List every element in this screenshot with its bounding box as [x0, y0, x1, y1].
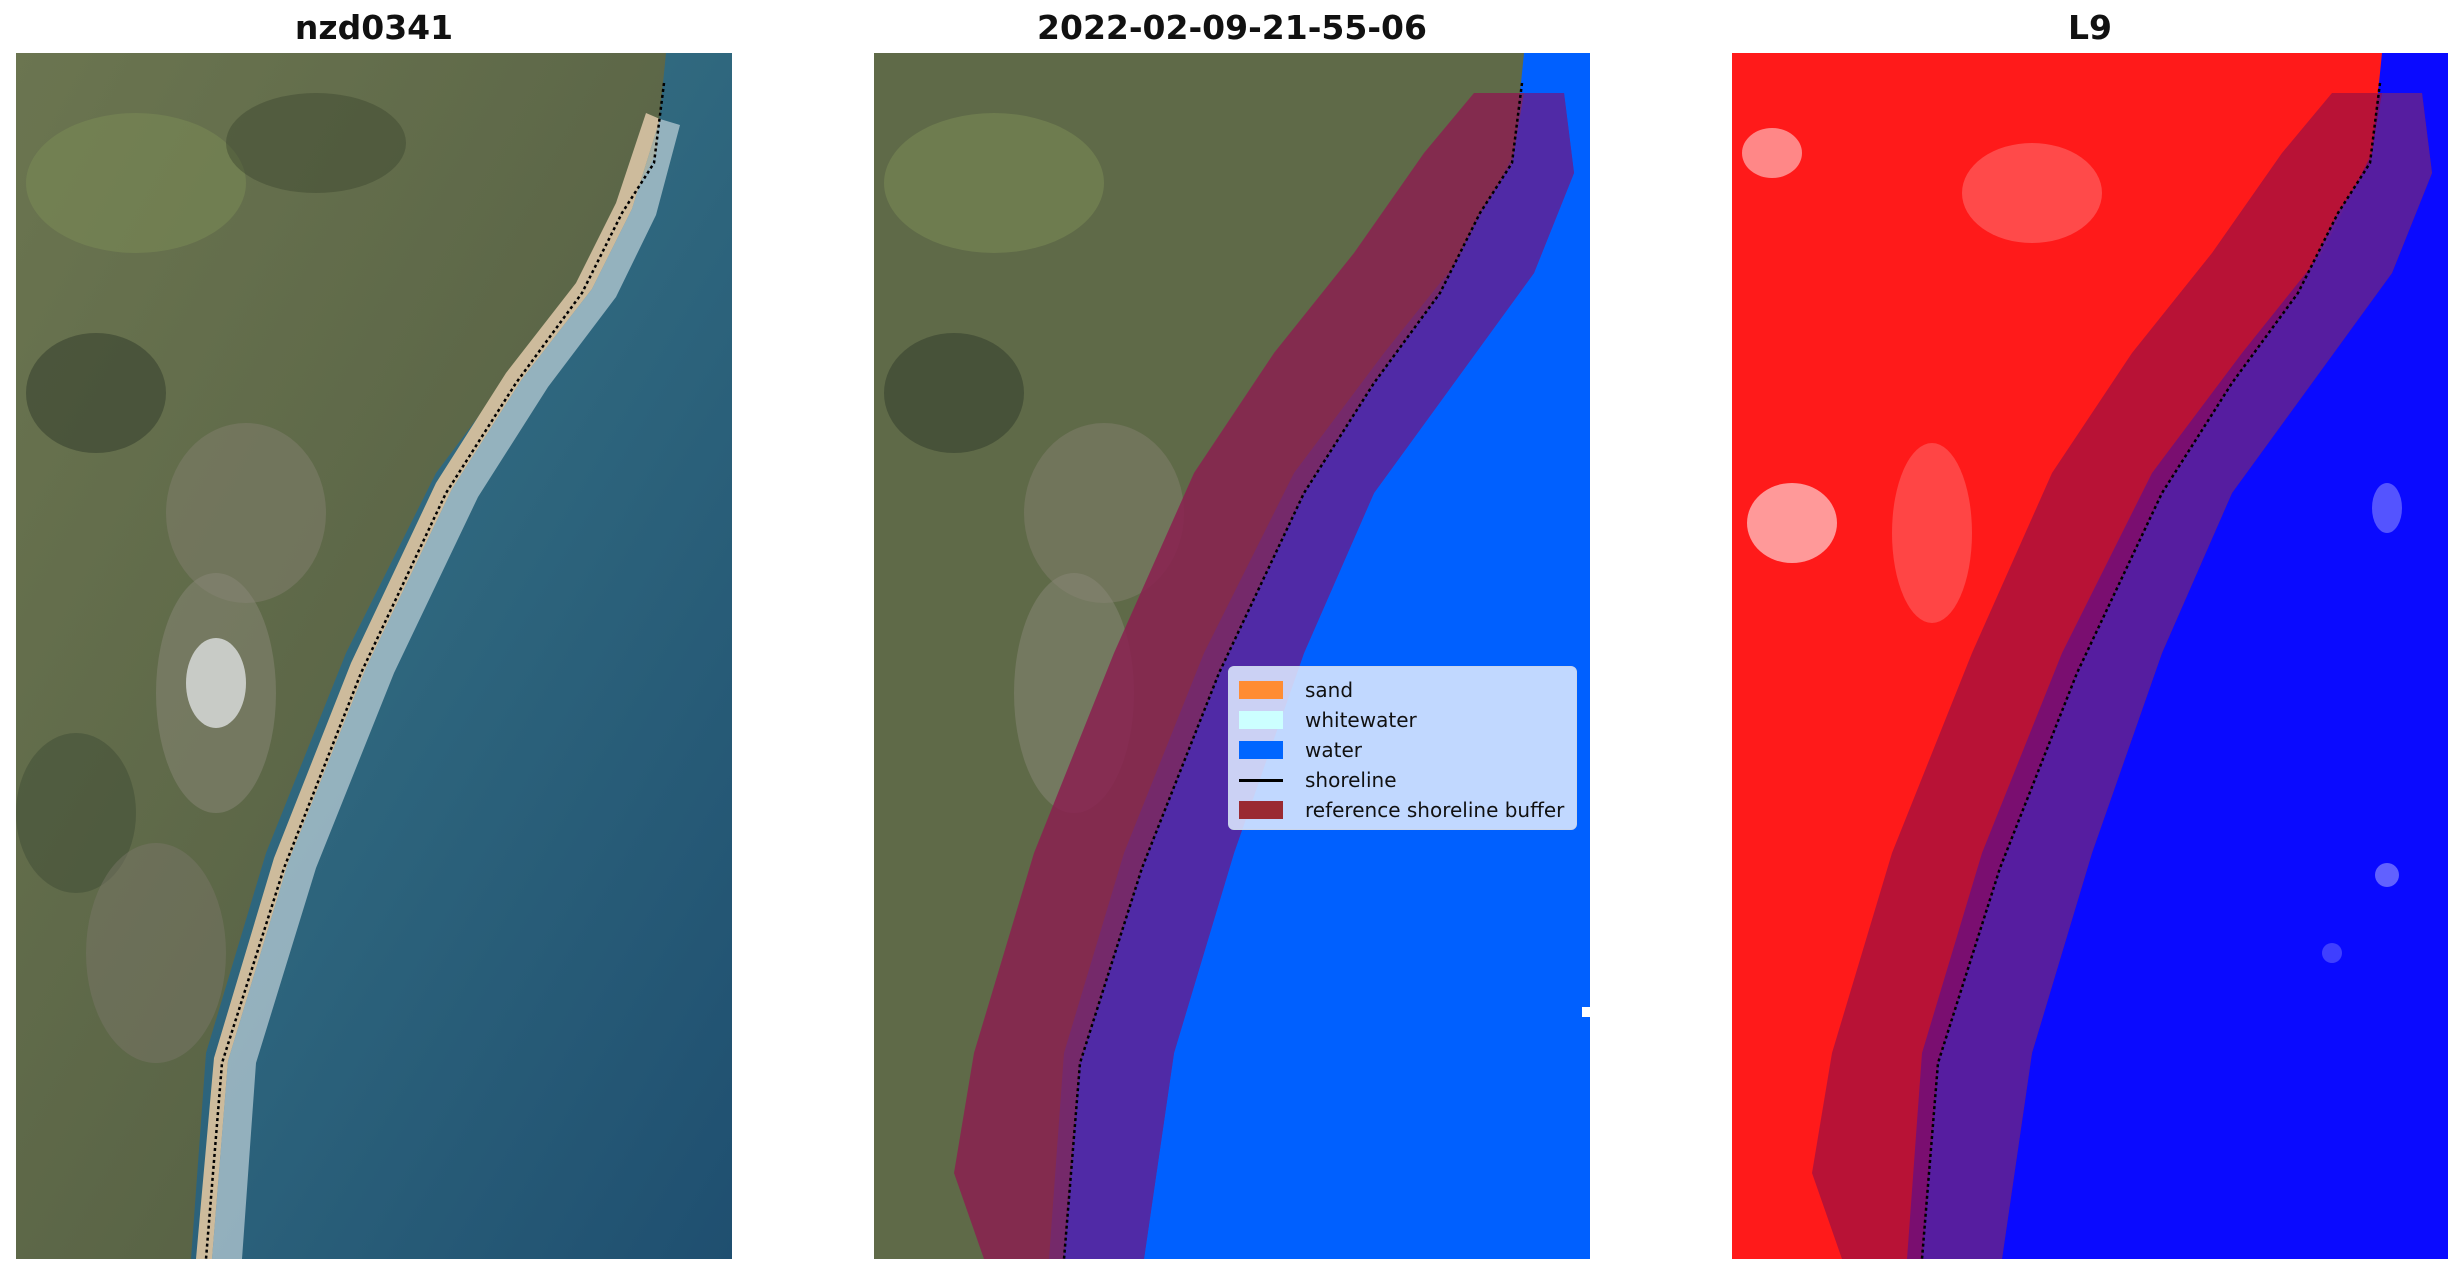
- panel-title-rgb: nzd0341: [294, 8, 454, 47]
- legend: sand whitewater water shoreline referenc…: [1228, 666, 1577, 830]
- legend-item-water: water: [1239, 735, 1566, 765]
- panel-title-classified: 2022-02-09-21-55-06: [1037, 8, 1427, 47]
- shoreline-line-swatch: [1239, 778, 1283, 782]
- legend-item-sand: sand: [1239, 675, 1566, 705]
- buffer-swatch: [1239, 801, 1283, 819]
- panel-title-index: L9: [2068, 8, 2112, 47]
- legend-label: sand: [1305, 678, 1354, 702]
- rgb-satellite-image: [16, 53, 732, 1259]
- legend-label: reference shoreline buffer: [1305, 798, 1565, 822]
- legend-item-buffer: reference shoreline buffer: [1239, 795, 1566, 825]
- sand-swatch: [1239, 681, 1283, 699]
- whitewater-swatch: [1239, 711, 1283, 729]
- legend-label: water: [1305, 738, 1362, 762]
- legend-item-whitewater: whitewater: [1239, 705, 1566, 735]
- legend-item-shoreline: shoreline: [1239, 765, 1566, 795]
- legend-label: whitewater: [1305, 708, 1417, 732]
- classified-image: [874, 53, 1590, 1259]
- index-image: [1732, 53, 2448, 1259]
- water-swatch: [1239, 741, 1283, 759]
- legend-label: shoreline: [1305, 768, 1397, 792]
